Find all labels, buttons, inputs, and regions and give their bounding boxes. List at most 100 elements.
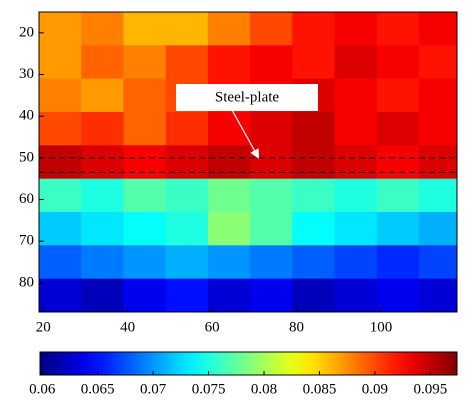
heat-cell xyxy=(419,212,457,246)
heat-cell xyxy=(334,12,378,46)
heat-cell xyxy=(334,178,378,213)
heat-cell xyxy=(250,112,293,146)
heat-cell xyxy=(376,212,420,246)
heat-cell xyxy=(123,78,167,113)
heat-cell xyxy=(292,212,336,246)
heat-cell xyxy=(165,45,209,80)
colorbar-tick-label: 0.08 xyxy=(251,381,277,397)
colorbar-tick-label: 0.09 xyxy=(362,381,388,397)
colorbar-tick-label: 0.065 xyxy=(81,381,115,397)
heat-cell xyxy=(419,45,457,80)
heat-cell xyxy=(81,278,124,312)
heat-cell xyxy=(250,278,293,312)
heat-cell xyxy=(292,112,336,146)
heat-cell xyxy=(39,45,82,80)
heat-cell xyxy=(165,12,209,46)
heat-cell xyxy=(207,245,251,280)
heat-cell xyxy=(292,12,336,46)
colorbar-tick-label: 0.07 xyxy=(140,381,167,397)
heat-cell xyxy=(39,212,82,246)
heat-cell xyxy=(207,12,251,46)
annotation-arrow xyxy=(231,109,260,159)
heat-cell xyxy=(81,12,124,46)
y-tick-label: 50 xyxy=(19,149,34,165)
heat-cell xyxy=(376,178,420,213)
heat-cell xyxy=(39,245,82,280)
heat-cell xyxy=(250,145,293,180)
heat-cell xyxy=(123,145,167,180)
heat-cell xyxy=(123,178,167,213)
heat-cell xyxy=(39,112,82,146)
heat-cell xyxy=(376,145,420,180)
heat-cell xyxy=(292,245,336,280)
heat-cell xyxy=(334,145,378,180)
heat-cell xyxy=(39,12,82,46)
heat-cell xyxy=(419,78,457,113)
heat-cell xyxy=(81,245,124,280)
heat-cell xyxy=(334,212,378,246)
heat-cell xyxy=(81,78,124,113)
x-tick-label: 60 xyxy=(205,319,220,335)
colorbar xyxy=(39,351,458,376)
colorbar-tick-label: 0.06 xyxy=(29,381,56,397)
plot-frame xyxy=(38,11,458,313)
heat-cell xyxy=(334,112,378,146)
heat-cell xyxy=(334,45,378,80)
heat-cell xyxy=(419,112,457,146)
heat-cell xyxy=(81,145,124,180)
heat-cell xyxy=(292,178,336,213)
heat-cell xyxy=(334,245,378,280)
heat-cell xyxy=(165,145,209,180)
colorbar-tick-label: 0.075 xyxy=(192,381,226,397)
heat-cell xyxy=(419,278,457,312)
y-tick-label: 20 xyxy=(19,24,34,40)
annotation-text: Steel-plate xyxy=(215,89,279,105)
heat-cell xyxy=(81,112,124,146)
heat-cell xyxy=(292,278,336,312)
heat-cell xyxy=(292,45,336,80)
heat-cell xyxy=(207,112,251,146)
heat-cell xyxy=(292,145,336,180)
heat-cell xyxy=(376,245,420,280)
heat-cell xyxy=(165,212,209,246)
heat-cell xyxy=(376,78,420,113)
x-tick-label: 20 xyxy=(36,319,51,335)
heat-cell xyxy=(250,245,293,280)
heat-cell xyxy=(334,78,378,113)
heat-cell xyxy=(123,212,167,246)
heat-cell xyxy=(419,178,457,213)
heat-cell xyxy=(123,278,167,312)
annotation-box xyxy=(176,84,318,111)
y-tick-label: 70 xyxy=(19,233,34,249)
heat-cell xyxy=(419,245,457,280)
heat-cell xyxy=(207,145,251,180)
heat-cell xyxy=(419,12,457,46)
y-tick-label: 60 xyxy=(19,191,34,207)
heat-cell xyxy=(123,245,167,280)
heat-cell xyxy=(334,278,378,312)
heat-cell xyxy=(123,112,167,146)
heat-cell xyxy=(165,112,209,146)
heat-cell xyxy=(250,45,293,80)
colorbar-tick-label: 0.085 xyxy=(303,381,337,397)
x-tick-label: 100 xyxy=(370,319,393,335)
heat-cell xyxy=(165,178,209,213)
heat-cell xyxy=(81,212,124,246)
heat-cell xyxy=(39,178,82,213)
heat-cell xyxy=(207,278,251,312)
heatmap xyxy=(39,12,457,312)
y-tick-label: 80 xyxy=(19,274,34,290)
heat-cell xyxy=(207,178,251,213)
heat-cell xyxy=(376,12,420,46)
heat-cell xyxy=(376,45,420,80)
heat-cell xyxy=(39,145,82,180)
x-tick-label: 40 xyxy=(120,319,135,335)
heat-cell xyxy=(81,45,124,80)
heat-cell xyxy=(39,78,82,113)
y-tick-label: 30 xyxy=(19,66,34,82)
heat-cell xyxy=(250,212,293,246)
heat-cell xyxy=(123,12,167,46)
heat-cell xyxy=(376,112,420,146)
heat-cell xyxy=(207,45,251,80)
